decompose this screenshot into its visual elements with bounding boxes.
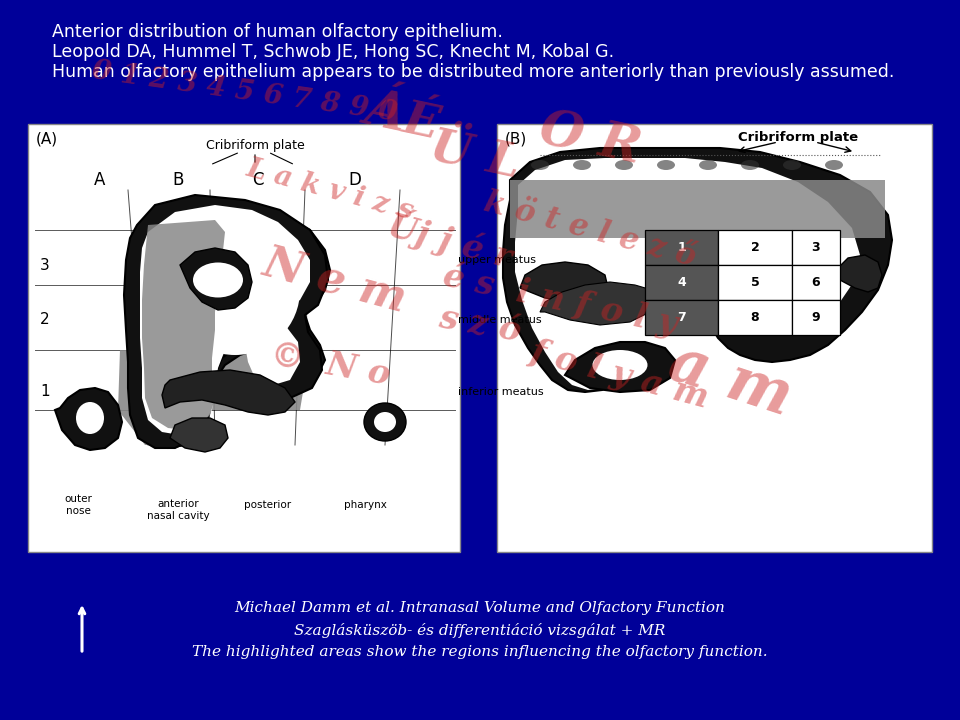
Text: f o l y a m: f o l y a m — [527, 336, 713, 415]
Text: 5: 5 — [751, 276, 759, 289]
Text: outer
nose: outer nose — [64, 494, 92, 516]
Bar — [792, 265, 840, 300]
Text: Szaglásküszöb- és differentiáció vizsgálat + MR: Szaglásküszöb- és differentiáció vizsgál… — [295, 623, 665, 637]
Polygon shape — [540, 282, 658, 325]
Text: 4: 4 — [677, 276, 685, 289]
Text: 3: 3 — [40, 258, 50, 272]
Ellipse shape — [615, 160, 633, 170]
Text: Új j é r: Új j é r — [384, 204, 516, 275]
Text: ©  N o: © N o — [268, 338, 393, 392]
Bar — [645, 230, 718, 265]
Bar — [28, 124, 460, 552]
Bar — [718, 300, 792, 335]
Text: posterior: posterior — [245, 500, 292, 510]
Polygon shape — [55, 388, 122, 450]
Bar — [497, 124, 932, 552]
Polygon shape — [170, 418, 228, 452]
Text: 1: 1 — [40, 384, 50, 400]
Text: 3: 3 — [812, 241, 820, 254]
Polygon shape — [515, 158, 860, 390]
Text: É: É — [397, 96, 443, 148]
Bar — [792, 300, 840, 335]
Ellipse shape — [741, 160, 759, 170]
Bar — [645, 300, 718, 335]
Polygon shape — [132, 230, 310, 410]
Ellipse shape — [364, 403, 406, 441]
Text: O R: O R — [535, 105, 645, 175]
Polygon shape — [128, 200, 330, 448]
Text: middle meatus: middle meatus — [458, 315, 541, 325]
Text: Human olfactory epithelium appears to be distributed more anteriorly than previo: Human olfactory epithelium appears to be… — [52, 63, 895, 81]
Text: 1: 1 — [677, 241, 685, 254]
Text: Ü L: Ü L — [425, 123, 524, 187]
Polygon shape — [838, 255, 882, 292]
Bar — [645, 265, 718, 300]
Text: k ö t e l e z ő: k ö t e l e z ő — [481, 186, 699, 273]
Ellipse shape — [170, 225, 300, 355]
Text: 8: 8 — [751, 311, 759, 324]
Bar — [718, 230, 792, 265]
Text: D: D — [348, 171, 361, 189]
Text: anterior
nasal cavity: anterior nasal cavity — [147, 499, 209, 521]
Text: The highlighted areas show the regions influencing the olfactory function.: The highlighted areas show the regions i… — [192, 645, 768, 659]
Text: Cribriform plate: Cribriform plate — [205, 138, 304, 151]
Ellipse shape — [573, 160, 591, 170]
Bar — [792, 230, 840, 265]
Text: (B): (B) — [505, 132, 527, 147]
Text: s z ó: s z ó — [436, 302, 524, 348]
Ellipse shape — [592, 350, 647, 380]
Text: inferior meatus: inferior meatus — [458, 387, 543, 397]
Polygon shape — [140, 205, 310, 435]
Text: L a k v i z s: L a k v i z s — [243, 155, 417, 225]
Text: 6: 6 — [812, 276, 820, 289]
Text: B: B — [172, 171, 183, 189]
Polygon shape — [180, 248, 252, 310]
Text: Michael Damm et al. Intranasal Volume and Olfactory Function: Michael Damm et al. Intranasal Volume an… — [234, 601, 726, 615]
Bar — [718, 265, 792, 300]
Text: Cribriform plate: Cribriform plate — [738, 132, 858, 145]
Text: Á: Á — [360, 83, 410, 141]
Ellipse shape — [657, 160, 675, 170]
Polygon shape — [124, 195, 328, 448]
Text: Leopold DA, Hummel T, Schwob JE, Hong SC, Knecht M, Kobal G.: Leopold DA, Hummel T, Schwob JE, Hong SC… — [52, 43, 614, 61]
Text: Anterior distribution of human olfactory epithelium.: Anterior distribution of human olfactory… — [52, 23, 503, 41]
Text: é s  i n f o l y: é s i n f o l y — [440, 258, 681, 342]
Ellipse shape — [76, 402, 104, 434]
Text: (A): (A) — [36, 132, 59, 147]
Polygon shape — [503, 148, 892, 392]
Polygon shape — [142, 220, 225, 430]
Text: N e m: N e m — [258, 240, 412, 320]
Bar — [510, 180, 885, 238]
Text: 9: 9 — [812, 311, 820, 324]
Polygon shape — [162, 370, 295, 415]
Text: 2: 2 — [751, 241, 759, 254]
Ellipse shape — [825, 160, 843, 170]
Text: 2: 2 — [40, 312, 50, 328]
Ellipse shape — [374, 412, 396, 432]
Text: a m: a m — [661, 332, 799, 428]
Text: C: C — [252, 171, 264, 189]
Text: pharynx: pharynx — [344, 500, 387, 510]
Ellipse shape — [783, 160, 801, 170]
Ellipse shape — [531, 160, 549, 170]
Ellipse shape — [699, 160, 717, 170]
Text: A: A — [94, 171, 106, 189]
Polygon shape — [520, 262, 608, 302]
Text: upper meatus: upper meatus — [458, 255, 536, 265]
Polygon shape — [565, 342, 675, 392]
Text: 0 1 2 3 4 5 6 7 8 9 0: 0 1 2 3 4 5 6 7 8 9 0 — [90, 57, 399, 127]
Text: 7: 7 — [677, 311, 685, 324]
Polygon shape — [118, 350, 175, 445]
Ellipse shape — [193, 263, 243, 297]
